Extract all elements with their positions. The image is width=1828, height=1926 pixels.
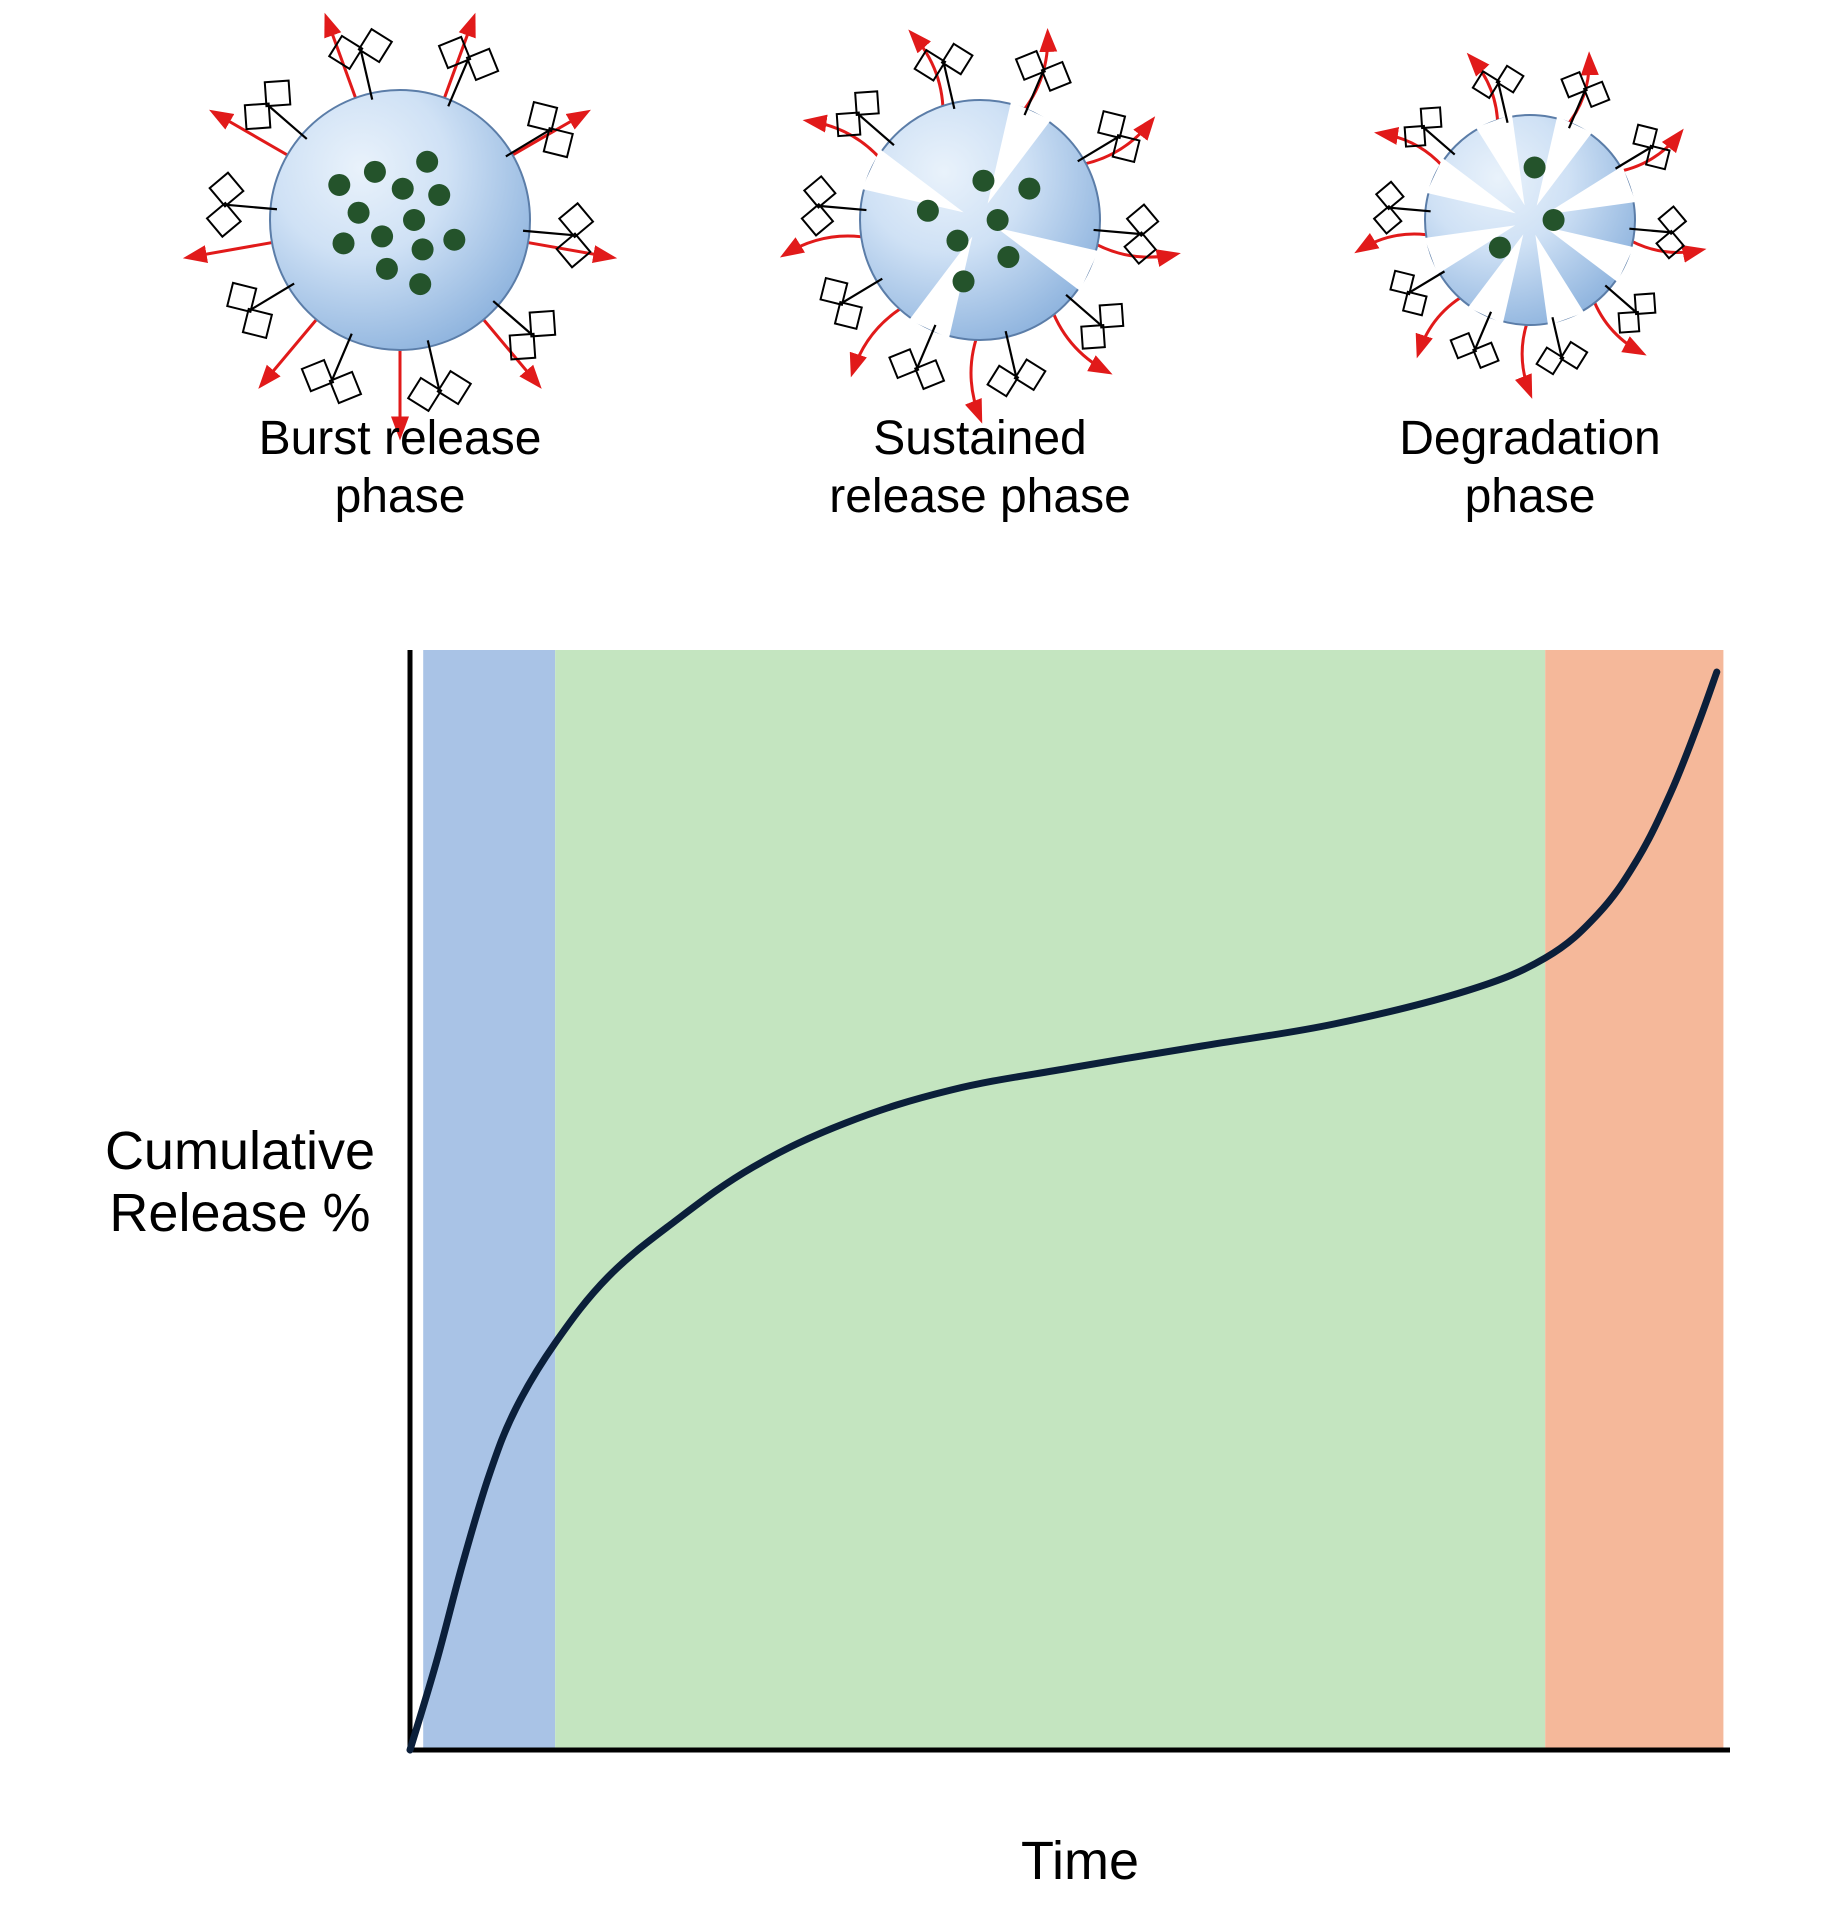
phase-label-sustained: Sustained release phase xyxy=(770,410,1190,525)
y-axis-label-line2: Release % xyxy=(109,1183,370,1243)
x-axis-label: Time xyxy=(980,1830,1180,1892)
phase-label-line1: Degradation xyxy=(1399,412,1661,465)
phase-label-degradation: Degradation phase xyxy=(1320,410,1740,525)
phase-label-line2: phase xyxy=(1465,470,1596,523)
phase-label-line1: Sustained xyxy=(873,412,1087,465)
release-profile-chart xyxy=(390,630,1750,1770)
y-axis-label-line1: Cumulative xyxy=(105,1121,375,1181)
phase-label-line2: release phase xyxy=(829,470,1131,523)
y-axis-label: Cumulative Release % xyxy=(80,1120,400,1244)
x-axis-label-text: Time xyxy=(1021,1831,1139,1891)
phase-label-line2: phase xyxy=(335,470,466,523)
phase-label-line1: Burst release xyxy=(259,412,542,465)
figure-root: Burst release phase Sustained release ph… xyxy=(0,0,1828,1926)
phase-label-burst: Burst release phase xyxy=(190,410,610,525)
